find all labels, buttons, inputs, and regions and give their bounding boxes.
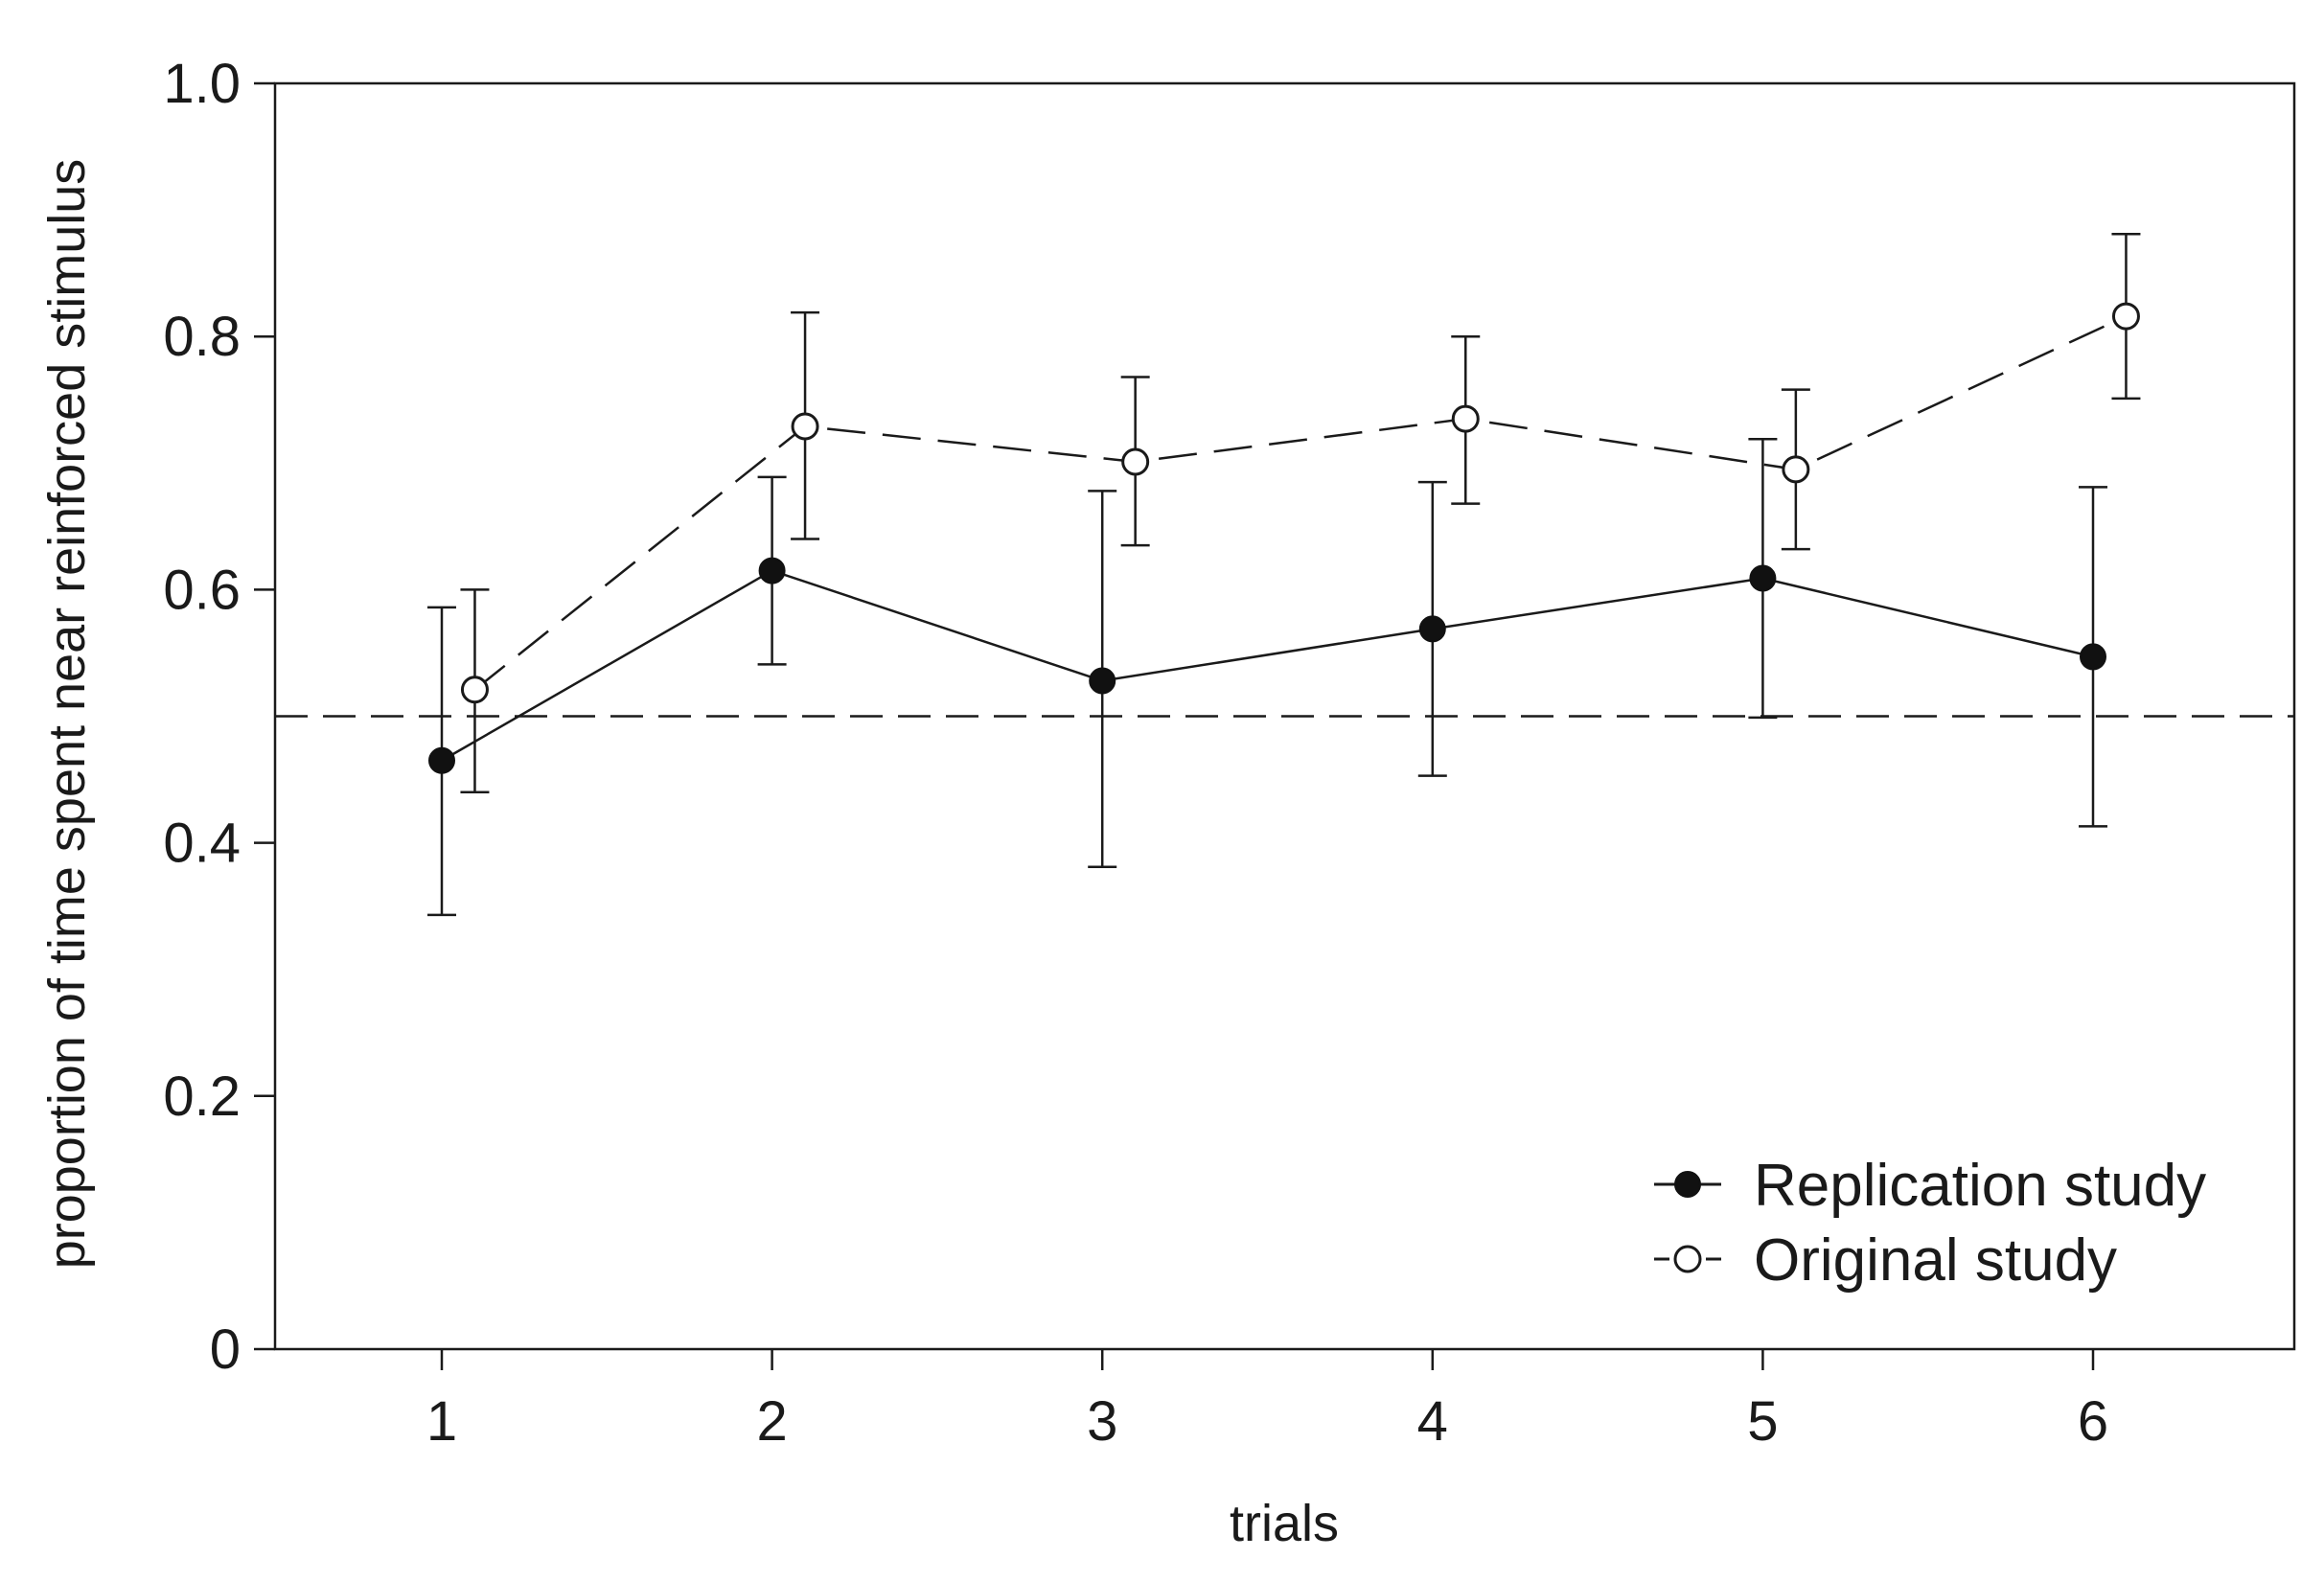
legend: Replication study Original study	[1654, 1153, 2206, 1294]
y-tick-label: 0	[210, 1318, 241, 1381]
axis-ticks	[254, 81, 2095, 1370]
data-point	[758, 557, 786, 584]
data-point	[1089, 667, 1116, 695]
data-point	[1121, 447, 1150, 476]
y-tick-label: 0.8	[163, 306, 241, 368]
data-point	[460, 676, 489, 704]
data-point	[428, 746, 455, 774]
x-tick-label: 5	[1747, 1390, 1778, 1453]
x-tick-label: 6	[2078, 1390, 2108, 1453]
x-tick-label: 4	[1417, 1390, 1448, 1453]
series-layer	[427, 232, 2141, 917]
legend-marker-replication	[1674, 1171, 1701, 1198]
legend-marker-original	[1673, 1245, 1702, 1273]
series-original-study	[460, 232, 2141, 794]
legend-label-original: Original study	[1754, 1227, 2117, 1294]
y-tick-label: 1.0	[163, 53, 241, 115]
data-point	[1418, 615, 1446, 643]
tick-labels: 0 0.2 0.4 0.6 0.8 1.0 1 2 3 4 5 6	[163, 53, 2108, 1453]
data-point	[791, 412, 819, 441]
y-tick-label: 0.4	[163, 813, 241, 875]
x-tick-label: 1	[426, 1390, 457, 1453]
data-point	[1451, 404, 1480, 433]
x-tick-label: 2	[756, 1390, 787, 1453]
data-point	[2080, 643, 2106, 671]
series-line	[473, 314, 2127, 691]
y-tick-label: 0.6	[163, 559, 241, 621]
data-point	[2111, 302, 2140, 331]
x-tick-label: 3	[1087, 1390, 1117, 1453]
y-axis-title: proportion of time spent near reinforced…	[38, 159, 96, 1270]
y-tick-label: 0.2	[163, 1065, 241, 1128]
data-point	[1782, 455, 1810, 484]
data-point	[1749, 564, 1777, 592]
series-replication-study	[427, 437, 2107, 917]
legend-label-replication: Replication study	[1754, 1153, 2206, 1219]
x-axis-title: trials	[1230, 1495, 1339, 1552]
series-line	[441, 569, 2094, 762]
